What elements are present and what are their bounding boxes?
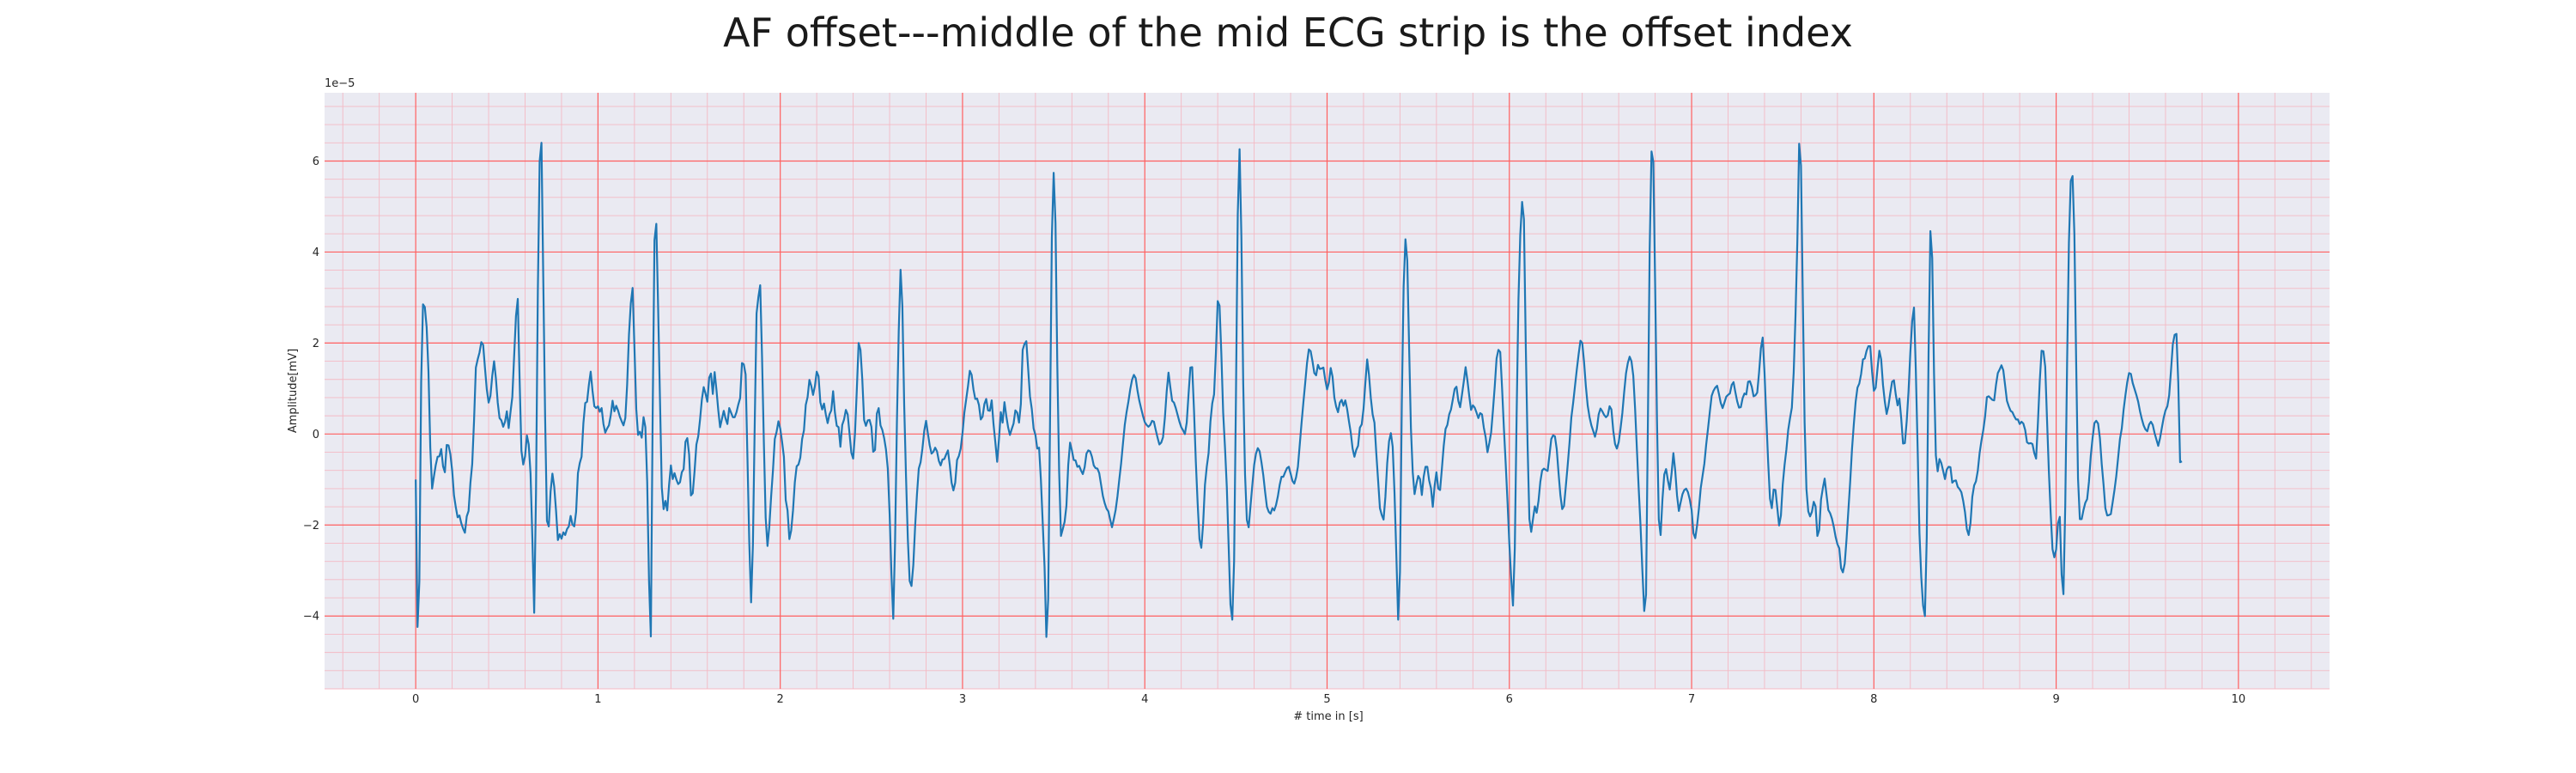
y-tick-label: −4 [303,611,319,624]
y-tick-label: 4 [313,247,319,259]
ecg-series-line [415,142,2183,638]
x-tick-label: 2 [777,693,784,706]
y-tick-label: 0 [313,429,319,441]
x-tick-label: 3 [959,693,966,706]
y-axis-label: Amplitude[mV] [287,349,300,433]
x-tick-label: 10 [2232,693,2246,706]
x-tick-label: 9 [2052,693,2059,706]
x-tick-label: 8 [1870,693,1877,706]
x-tick-label: 7 [1688,693,1695,706]
y-axis-offset-label: 1e−5 [325,77,355,90]
x-tick-label: 6 [1506,693,1513,706]
y-tick-label: 2 [313,338,319,350]
x-tick-label: 1 [594,693,601,706]
x-tick-labels: 0 1 2 3 4 5 6 7 8 9 10 [412,693,2245,706]
y-tick-label: −2 [303,520,319,533]
x-tick-label: 5 [1323,693,1330,706]
x-axis-label: # time in [s] [1293,710,1363,723]
chart-title: AF offset---middle of the mid ECG strip … [723,9,1853,56]
x-tick-label: 4 [1141,693,1148,706]
y-tick-label: 6 [313,155,319,168]
y-tick-labels: −4 −2 0 2 4 6 [303,155,319,624]
x-tick-label: 0 [412,693,419,706]
